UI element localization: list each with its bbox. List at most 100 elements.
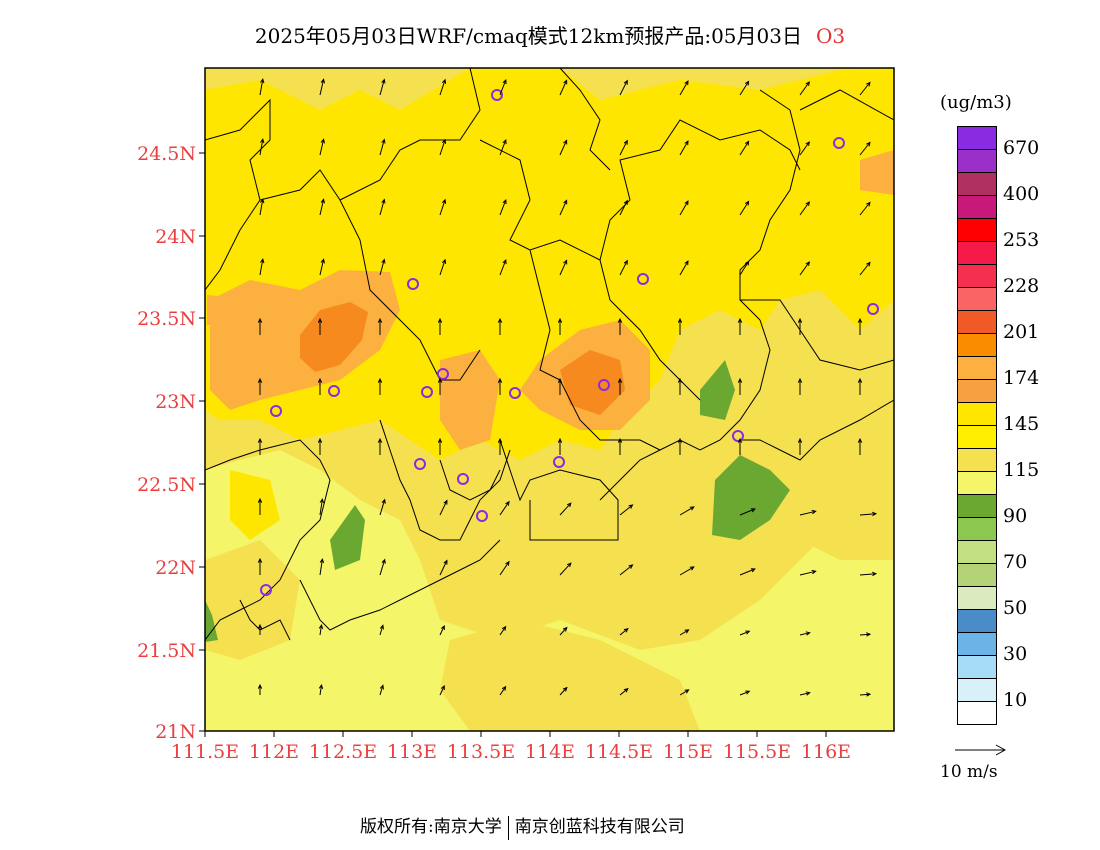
legend-swatch	[957, 655, 997, 678]
lon-label: 111.5E	[171, 741, 239, 763]
wind-arrow	[317, 437, 323, 455]
lon-label: 114.5E	[585, 741, 653, 763]
wind-arrow	[737, 317, 743, 335]
legend-value: 400	[1003, 183, 1040, 205]
wind-arrow	[679, 140, 689, 156]
wind-arrow	[439, 78, 447, 96]
wind-arrow	[499, 139, 507, 156]
legend-value: 115	[1003, 459, 1040, 481]
wind-arrow	[857, 437, 863, 455]
legend-swatch	[957, 586, 997, 609]
legend-swatch	[957, 356, 997, 379]
lon-label: 113.5E	[447, 741, 515, 763]
wind-arrow	[679, 80, 689, 96]
wind-arrow	[799, 509, 817, 516]
station-marker	[509, 387, 521, 399]
lat-label: 21N	[155, 721, 196, 743]
wind-arrow	[797, 377, 803, 395]
station-marker	[867, 303, 879, 315]
legend-swatch	[957, 540, 997, 563]
legend-swatch	[957, 494, 997, 517]
legend-swatch	[957, 195, 997, 218]
wind-arrow	[617, 377, 623, 395]
wind-arrow	[497, 377, 503, 395]
legend-value: 70	[1003, 551, 1028, 573]
wind-arrow	[318, 623, 324, 636]
station-marker	[833, 137, 845, 149]
wind-arrow	[319, 138, 325, 156]
wind-arrow	[859, 261, 871, 276]
wind-arrow	[617, 437, 623, 455]
wind-arrow	[379, 198, 386, 216]
wind-arrow	[679, 689, 690, 696]
station-marker	[732, 430, 744, 442]
wind-arrow	[319, 498, 325, 516]
wind-arrow	[319, 78, 325, 96]
wind-vectors	[257, 78, 878, 697]
wind-arrow	[799, 261, 810, 276]
lon-label: 115E	[663, 741, 713, 763]
wind-arrow	[379, 624, 384, 636]
wind-arrow	[557, 437, 563, 455]
wind-reference-arrow	[955, 744, 1007, 756]
wind-arrow	[317, 377, 323, 395]
wind-arrow	[257, 317, 263, 335]
station-marker	[476, 510, 488, 522]
band-115-south	[440, 620, 700, 731]
legend-swatch	[957, 218, 997, 241]
monitoring-stations	[260, 89, 879, 596]
band-115-west	[205, 540, 300, 660]
wind-arrow	[859, 141, 871, 156]
wind-arrow	[318, 683, 324, 696]
wind-arrow	[559, 139, 568, 156]
legend-value: 145	[1003, 413, 1040, 435]
footer-left: 版权所有:南京大学	[360, 817, 502, 837]
wind-arrow	[799, 569, 817, 576]
band-90-b	[700, 360, 735, 420]
legend-swatch	[957, 517, 997, 540]
wind-arrow	[557, 317, 563, 335]
legend-value: 201	[1003, 321, 1040, 343]
wind-arrow	[799, 201, 810, 216]
latitude-axis: 24.5N 24N 23.5N 23N 22.5N 22N 21.5N 21N	[137, 143, 205, 743]
wind-arrow	[439, 624, 445, 636]
wind-arrow	[559, 562, 572, 576]
wind-arrow	[739, 200, 750, 216]
lat-label: 22.5N	[137, 474, 196, 496]
pollutant-label: O3	[815, 24, 846, 48]
wind-arrow	[859, 571, 878, 577]
legend-swatch	[957, 172, 997, 195]
band-145	[205, 68, 894, 460]
wind-arrow	[679, 200, 689, 216]
wind-arrow	[259, 258, 265, 276]
wind-arrow	[797, 437, 803, 455]
wind-arrow	[619, 139, 628, 156]
station-marker	[414, 458, 426, 470]
legend-value: 174	[1003, 367, 1040, 389]
legend-swatch	[957, 333, 997, 356]
wind-arrow	[799, 631, 811, 636]
legend-swatch	[957, 471, 997, 494]
wind-arrow	[739, 508, 756, 516]
band-90-a	[330, 505, 365, 570]
legend-value: 253	[1003, 229, 1040, 251]
wind-arrow	[619, 504, 634, 516]
legend-swatch	[957, 241, 997, 264]
legend-swatch	[957, 632, 997, 655]
title-text: 2025年05月03日WRF/cmaq模式12km预报产品:05月03日	[254, 24, 802, 48]
wind-arrow	[619, 259, 628, 276]
lon-label: 115.5E	[723, 741, 791, 763]
station-marker	[491, 89, 503, 101]
wind-arrow	[439, 559, 448, 576]
legend-value: 50	[1003, 597, 1028, 619]
legend-swatch	[957, 379, 997, 402]
concentration-field	[205, 68, 894, 731]
lat-label: 24N	[155, 226, 196, 248]
lon-label: 112.5E	[309, 741, 377, 763]
wind-arrow	[257, 683, 263, 695]
wind-arrow	[677, 437, 683, 455]
wind-arrow	[559, 626, 568, 636]
station-marker	[421, 386, 433, 398]
copyright-footer: 版权所有:南京大学 南京创蓝科技有限公司	[360, 812, 685, 840]
